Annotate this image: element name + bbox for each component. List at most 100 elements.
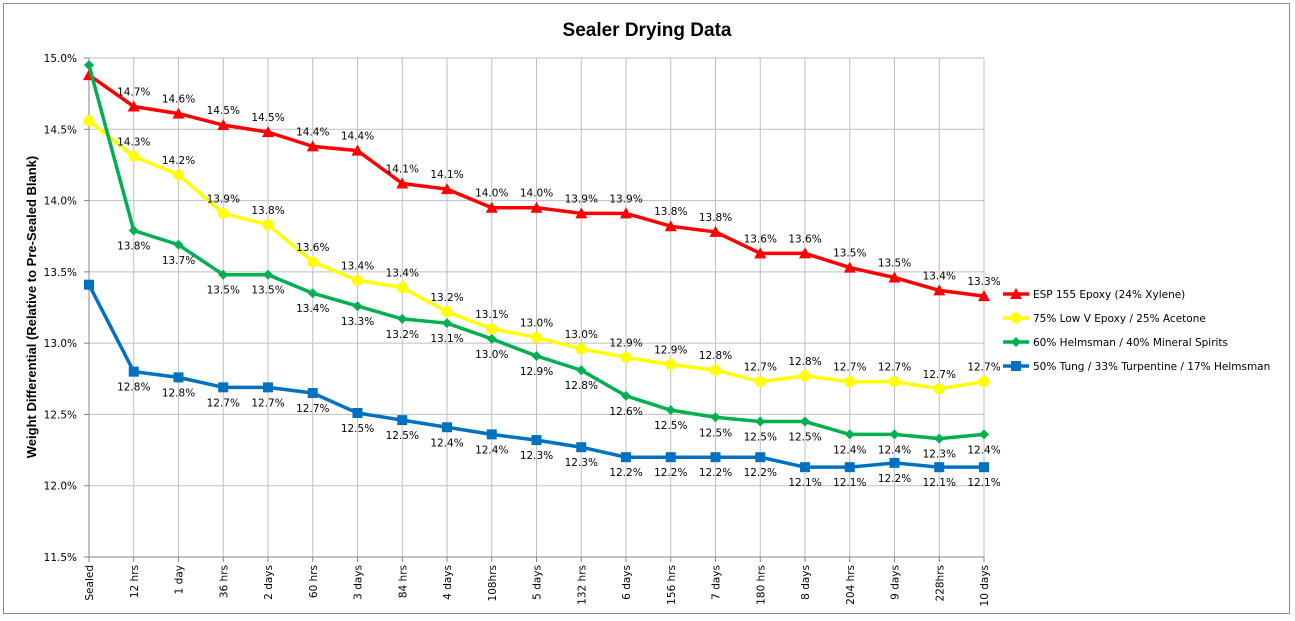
data-point-marker [844, 462, 855, 473]
data-label: 12.3% [923, 449, 956, 461]
data-point-marker [352, 408, 363, 419]
data-label: 13.6% [744, 233, 777, 245]
data-point-marker [84, 60, 94, 71]
data-point-marker [218, 269, 229, 280]
x-tick-label: 84 hrs [397, 565, 409, 598]
data-point-marker [575, 207, 588, 219]
legend-entry: 50% Tung / 33% Turpentine / 17% Helmsman [1033, 361, 1270, 373]
y-tick-label: 12.5% [44, 409, 77, 421]
data-point-marker [888, 271, 901, 283]
data-label: 12.8% [565, 380, 598, 392]
chart-area [3, 3, 1290, 614]
data-label: 12.7% [967, 362, 1000, 374]
data-label: 13.0% [520, 317, 553, 329]
data-label: 13.5% [833, 248, 866, 260]
data-label: 12.7% [207, 397, 240, 409]
data-point-marker [396, 282, 408, 294]
data-point-marker [710, 364, 721, 376]
data-label: 12.5% [788, 432, 821, 444]
data-point-marker [263, 382, 273, 393]
data-point-marker [709, 225, 722, 237]
x-tick-label: 5 days [532, 565, 544, 600]
data-point-marker [800, 416, 810, 427]
data-label: 14.4% [341, 131, 374, 143]
y-tick-label: 11.5% [44, 552, 77, 564]
data-point-marker [531, 331, 542, 343]
data-label: 12.5% [654, 420, 687, 432]
data-point-marker [710, 412, 721, 423]
data-point-marker [799, 370, 811, 382]
data-label: 13.4% [296, 303, 329, 315]
x-tick-label: 180 hrs [755, 565, 767, 605]
data-label: 12.8% [162, 387, 195, 399]
data-point-marker [442, 318, 452, 329]
data-point-marker [710, 452, 721, 463]
data-point-marker [351, 144, 364, 156]
x-tick-label: Sealed [84, 565, 96, 601]
data-label: 12.2% [654, 467, 687, 479]
y-axis-label: Weight Differential (Relative to Pre-Sea… [24, 156, 39, 458]
data-point-marker [262, 219, 274, 231]
data-point-marker [575, 343, 587, 355]
data-label: 12.7% [744, 362, 777, 374]
data-label: 14.6% [162, 94, 195, 106]
data-point-marker [128, 150, 140, 162]
x-tick-label: 4 days [442, 565, 454, 600]
x-tick-label: 36 hrs [218, 565, 230, 598]
data-label: 13.5% [207, 285, 240, 297]
data-point-marker [441, 306, 453, 318]
data-label: 12.6% [609, 406, 642, 418]
data-point-marker [665, 359, 677, 371]
data-label: 13.5% [251, 285, 284, 297]
data-label: 14.2% [162, 155, 195, 167]
data-label: 12.9% [609, 337, 642, 349]
data-point-marker [844, 376, 856, 388]
legend-entry: 60% Helmsman / 40% Mineral Spirits [1033, 337, 1228, 349]
data-label: 13.0% [475, 349, 508, 361]
data-point-marker [934, 462, 945, 473]
data-label: 12.3% [520, 450, 553, 462]
data-point-marker [754, 376, 766, 388]
data-label: 12.2% [609, 467, 642, 479]
y-tick-label: 12.0% [44, 481, 77, 493]
data-point-marker [978, 290, 990, 302]
x-tick-label: 12 hrs [129, 565, 141, 598]
data-point-marker [307, 388, 318, 399]
x-tick-label: 132 hrs [576, 565, 588, 605]
data-point-marker [889, 429, 900, 440]
series-group [83, 60, 990, 473]
data-point-marker [844, 429, 855, 440]
data-point-marker [576, 365, 587, 376]
data-point-marker [397, 415, 408, 426]
data-point-marker [218, 382, 229, 393]
data-point-marker [755, 416, 766, 427]
x-tick-labels: Sealed 12 hrs 1 day 36 hrs 2 days 60 hrs 3 day… [84, 565, 991, 606]
x-tick-label: 108hrs [487, 565, 499, 601]
data-label: 13.3% [341, 316, 374, 328]
data-label: 13.8% [699, 212, 732, 224]
data-label: 14.4% [296, 126, 329, 138]
data-point-marker [486, 323, 498, 335]
x-tick-label: 228hrs [934, 565, 946, 601]
data-point-marker [217, 119, 230, 131]
data-label: 12.2% [744, 467, 777, 479]
data-label: 12.7% [923, 369, 956, 381]
data-label: 14.3% [117, 136, 150, 148]
data-label: 14.0% [520, 188, 553, 200]
data-label: 12.4% [833, 444, 866, 456]
data-label: 12.7% [251, 397, 284, 409]
data-label: 13.4% [923, 270, 956, 282]
data-label: 13.0% [565, 329, 598, 341]
data-label: 12.7% [296, 403, 329, 415]
data-point-marker [263, 269, 273, 280]
data-label: 14.5% [207, 105, 240, 117]
data-label: 13.9% [609, 193, 642, 205]
data-point-marker [442, 422, 452, 433]
data-point-marker [531, 350, 542, 361]
data-point-marker [754, 247, 767, 259]
data-point-marker [217, 207, 229, 219]
data-label: 12.4% [967, 444, 1000, 456]
data-point-marker [441, 183, 453, 195]
data-label: 14.0% [475, 188, 508, 200]
